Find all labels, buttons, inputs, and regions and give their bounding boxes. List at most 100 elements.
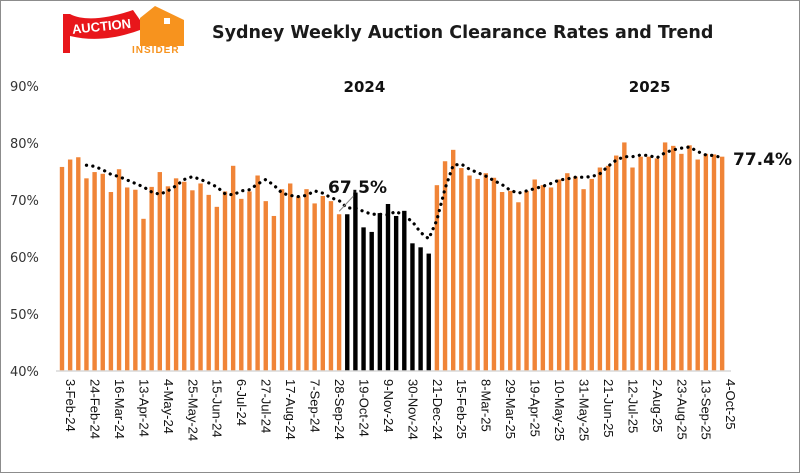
x-tick-label: 29-Mar-25 xyxy=(503,379,518,439)
bar xyxy=(157,172,162,371)
bar xyxy=(459,168,464,371)
bar xyxy=(288,183,293,371)
bar xyxy=(516,202,521,371)
bar xyxy=(190,190,195,371)
bar-highlight xyxy=(393,215,399,371)
bar-highlight xyxy=(402,210,407,371)
x-tick-label: 23-Aug-25 xyxy=(674,379,689,440)
annotations: 67.5% 77.4% xyxy=(328,150,792,212)
bar xyxy=(475,178,480,371)
bar xyxy=(320,196,325,371)
bar xyxy=(622,142,627,371)
bar xyxy=(630,167,635,371)
x-tick-label: 21-Dec-24 xyxy=(430,379,445,440)
bar xyxy=(605,165,611,371)
bar xyxy=(491,177,497,371)
bar-highlight xyxy=(377,213,383,371)
bar xyxy=(442,161,448,371)
logo-house-icon xyxy=(140,6,184,46)
bar-highlight xyxy=(385,203,391,371)
bar-highlight xyxy=(418,247,423,371)
bar xyxy=(638,156,643,371)
bar xyxy=(230,165,236,371)
bar xyxy=(719,156,725,371)
bar xyxy=(271,215,277,371)
bar xyxy=(589,178,594,371)
bar-highlight xyxy=(369,231,374,371)
bar xyxy=(92,172,97,371)
y-tick-label: 90% xyxy=(10,80,39,95)
bar xyxy=(671,145,676,371)
bar xyxy=(532,179,537,371)
bar xyxy=(59,166,65,371)
annotation-label: 77.4% xyxy=(733,150,792,170)
bar xyxy=(434,185,440,371)
bar xyxy=(597,167,603,371)
logo-word-insider: INSIDER xyxy=(132,45,180,56)
bar xyxy=(222,191,228,371)
bar xyxy=(711,154,717,371)
x-tick-label: 19-Oct-24 xyxy=(356,379,371,437)
bar xyxy=(662,142,668,371)
y-tick-label: 50% xyxy=(10,308,39,323)
bar-highlight xyxy=(426,253,431,371)
y-tick-label: 80% xyxy=(10,137,39,152)
x-tick-label: 27-Jul-24 xyxy=(259,379,274,433)
x-tick-label: 30-Nov-24 xyxy=(405,379,420,440)
bar xyxy=(67,159,73,371)
chart-title: Sydney Weekly Auction Clearance Rates an… xyxy=(212,23,713,43)
x-tick-label: 9-Nov-24 xyxy=(381,379,396,432)
bar xyxy=(206,194,211,371)
auction-insider-logo: AUCTION INSIDER xyxy=(63,6,184,56)
bar xyxy=(483,173,488,371)
bars xyxy=(59,142,725,371)
bar xyxy=(108,192,114,371)
bar-highlight xyxy=(410,243,415,371)
bar xyxy=(198,183,203,371)
x-tick-label: 25-May-24 xyxy=(185,379,200,441)
bar xyxy=(239,198,244,371)
x-tick-label: 17-Aug-24 xyxy=(283,379,298,440)
bar xyxy=(540,185,546,371)
bar xyxy=(141,218,146,371)
bar xyxy=(565,173,570,371)
bar xyxy=(125,187,130,371)
bar xyxy=(573,176,578,371)
x-tick-label: 3-Feb-24 xyxy=(63,379,78,432)
x-axis: 3-Feb-24 24-Feb-24 16-Mar-24 13-Apr-24 4-May… xyxy=(63,379,738,441)
bar xyxy=(614,155,619,371)
bar-highlight xyxy=(361,227,366,371)
bar xyxy=(695,159,700,371)
x-tick-label: 2-Aug-25 xyxy=(650,379,665,432)
bar xyxy=(328,201,334,371)
y-axis: 40% 50% 60% 70% 80% 90% xyxy=(10,80,39,380)
bar xyxy=(451,149,456,371)
bar xyxy=(263,201,268,371)
y-tick-label: 40% xyxy=(10,365,39,380)
logo-flag xyxy=(63,10,140,53)
bar xyxy=(133,189,138,371)
logo-window xyxy=(164,18,170,24)
bar xyxy=(336,214,342,371)
bar xyxy=(76,157,81,371)
bar xyxy=(312,203,317,371)
x-tick-label: 21-Jun-25 xyxy=(601,379,616,438)
bar xyxy=(508,190,513,371)
bar xyxy=(116,169,122,371)
year-label: 2024 xyxy=(344,78,386,96)
bar xyxy=(499,192,505,371)
bar xyxy=(173,178,179,371)
x-tick-label: 31-May-25 xyxy=(576,379,591,441)
bar xyxy=(304,189,309,371)
bar xyxy=(467,175,472,371)
x-tick-label: 10-May-25 xyxy=(552,379,567,441)
bar xyxy=(296,196,301,371)
annotation-leader-line xyxy=(338,195,354,212)
year-label: 2025 xyxy=(629,78,671,96)
x-tick-label: 15-Feb-25 xyxy=(454,379,469,439)
x-tick-label: 4-May-24 xyxy=(161,379,176,434)
x-tick-label: 8-Mar-25 xyxy=(479,379,494,432)
bar xyxy=(687,145,692,371)
bar xyxy=(646,156,651,371)
bar xyxy=(581,189,586,371)
